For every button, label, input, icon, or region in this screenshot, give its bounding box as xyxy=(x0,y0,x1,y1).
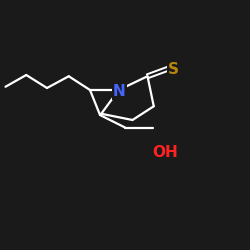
Text: OH: OH xyxy=(152,145,178,160)
Text: S: S xyxy=(168,62,179,78)
Text: N: N xyxy=(113,84,126,99)
